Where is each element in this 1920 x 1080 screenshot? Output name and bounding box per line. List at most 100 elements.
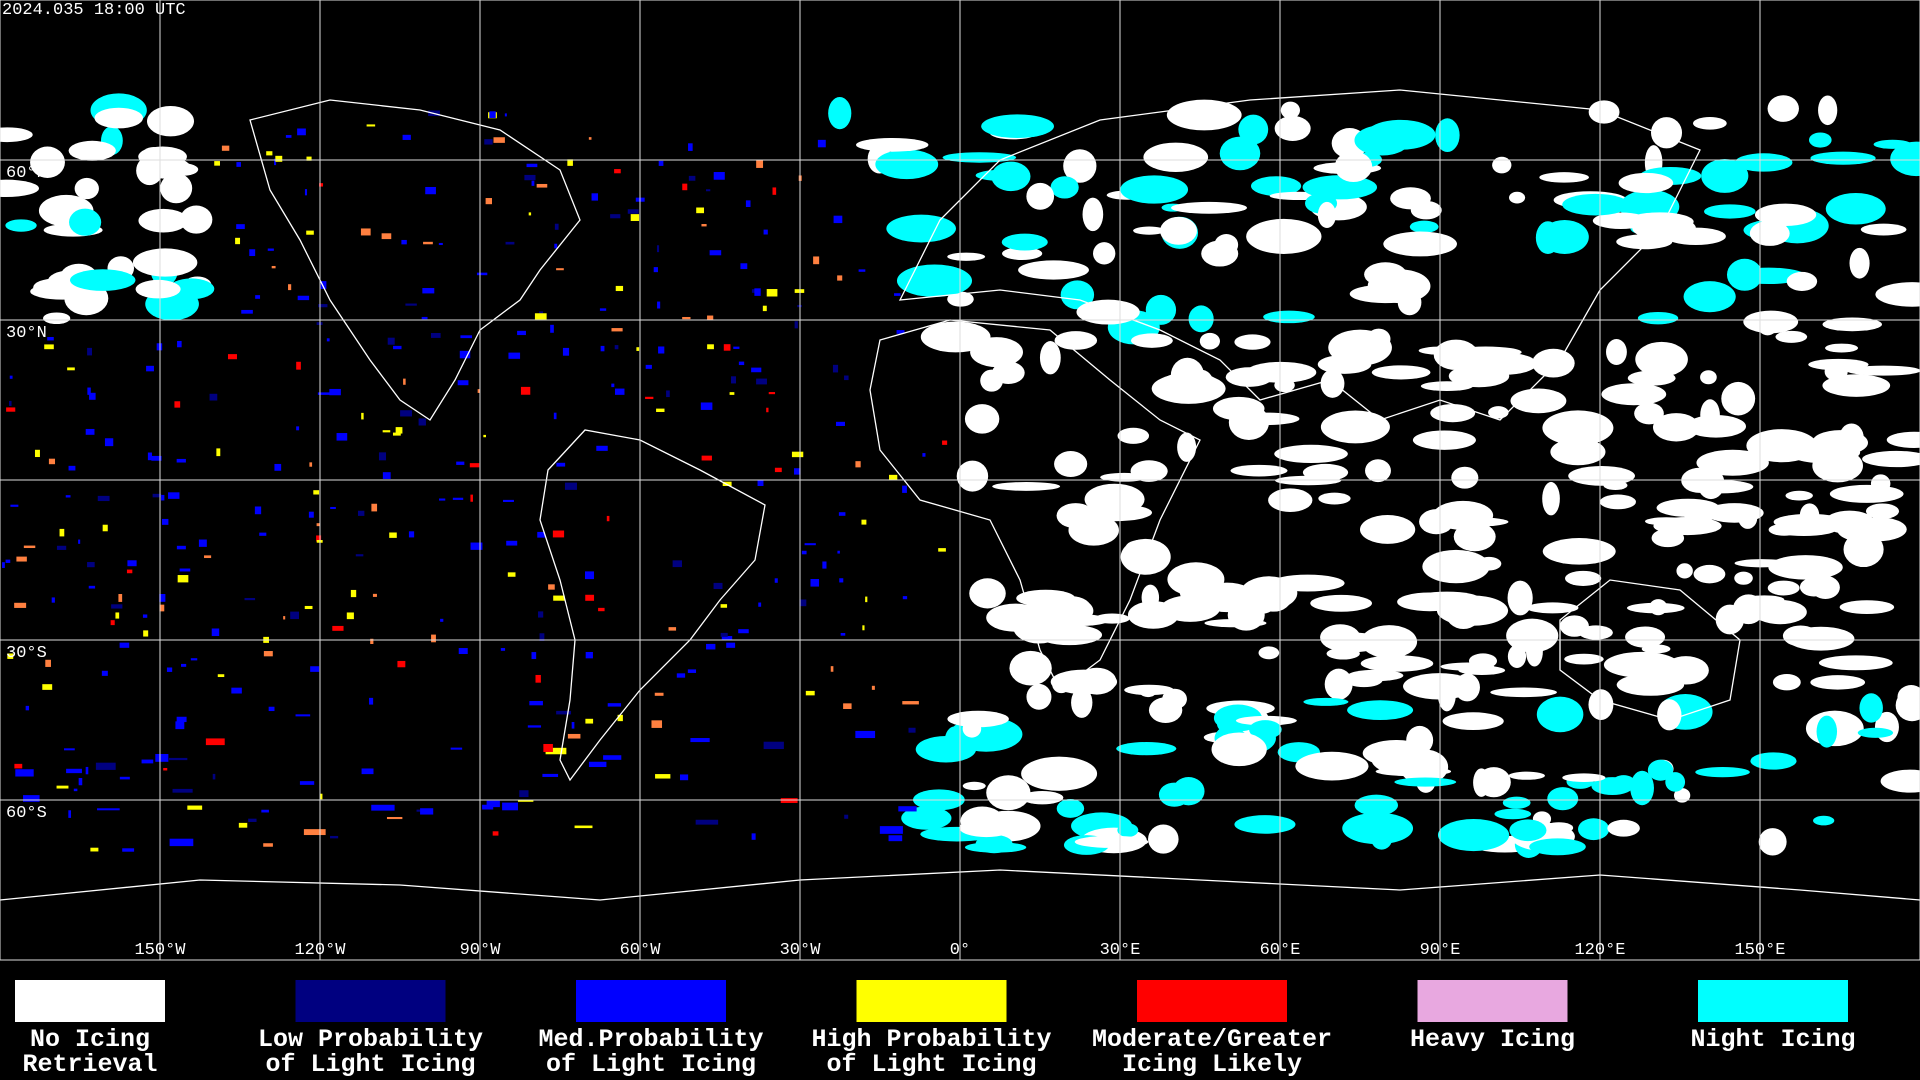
latitude-label: 30°S [6, 644, 47, 663]
icing-speck [156, 343, 163, 351]
icing-speck [902, 596, 908, 600]
icing-speck [529, 700, 543, 706]
cloud [1187, 369, 1214, 397]
icing-speck [908, 727, 916, 733]
icing-speck [536, 183, 548, 188]
icing-speck [733, 346, 740, 349]
icing-speck [416, 809, 424, 812]
icing-speck [425, 186, 436, 195]
icing-speck [813, 256, 820, 265]
icing-speck [567, 159, 573, 166]
cloud [992, 361, 1025, 385]
icing-speck [894, 293, 901, 296]
icing-speck [190, 658, 198, 661]
cloud [5, 219, 37, 232]
cloud [1540, 219, 1589, 254]
icing-speck [627, 209, 639, 214]
longitude-label: 120°E [1574, 941, 1625, 960]
icing-speck [231, 687, 242, 694]
icing-speck [227, 354, 237, 360]
cloud [1120, 175, 1189, 204]
cloud [1360, 625, 1418, 659]
icing-speck [169, 838, 194, 847]
cloud [43, 312, 71, 325]
icing-speck [430, 333, 441, 338]
icing-speck [865, 596, 868, 603]
icing-speck [740, 263, 748, 270]
icing-speck [211, 628, 220, 637]
icing-speck [274, 158, 277, 166]
icing-speck [837, 550, 840, 554]
icing-speck [439, 498, 446, 501]
cloud [1232, 412, 1300, 426]
icing-speck [423, 241, 433, 245]
icing-speck [9, 375, 13, 379]
icing-speck [296, 426, 300, 431]
cloud [1082, 197, 1104, 232]
icing-speck [14, 763, 23, 769]
cloud [1649, 599, 1668, 616]
icing-speck [67, 367, 75, 371]
icing-speck [431, 634, 436, 643]
icing-speck [614, 169, 621, 174]
cloud [1578, 625, 1613, 640]
cloud [1188, 305, 1214, 333]
icing-speck [504, 113, 507, 117]
icing-speck [317, 392, 330, 395]
cloud [1447, 517, 1509, 527]
cloud [1890, 141, 1920, 177]
icing-speck [486, 800, 500, 808]
cloud [1422, 549, 1490, 584]
cloud [1234, 815, 1296, 834]
icing-speck [308, 511, 314, 518]
icing-speck [738, 629, 749, 634]
icing-speck [371, 503, 378, 512]
cloud [1846, 365, 1920, 376]
cloud [1662, 656, 1709, 685]
cloud [1258, 646, 1280, 660]
cloud [1238, 114, 1269, 145]
longitude-label: 0° [950, 941, 970, 960]
cloud [1026, 182, 1055, 210]
cloud [1506, 618, 1559, 653]
cloud [1700, 399, 1720, 431]
cloud [1158, 782, 1190, 807]
icing-speck [656, 245, 660, 253]
icing-speck [630, 214, 640, 221]
cloud [1071, 687, 1093, 718]
icing-speck [567, 733, 581, 739]
icing-speck [88, 585, 96, 589]
cloud [1320, 369, 1345, 398]
legend-swatch [856, 980, 1007, 1022]
icing-speck [89, 392, 96, 400]
icing-speck [172, 788, 193, 793]
icing-speck [772, 187, 777, 195]
icing-speck [143, 630, 149, 637]
icing-speck [68, 810, 72, 818]
cloud [1383, 231, 1457, 257]
icing-speck [858, 269, 866, 272]
icing-speck [554, 243, 558, 249]
icing-speck [249, 249, 256, 257]
icing-speck [527, 725, 542, 728]
icing-speck [68, 465, 76, 471]
cloud [1274, 378, 1295, 393]
icing-speck [763, 229, 768, 235]
cloud [1550, 438, 1606, 466]
cloud [1603, 651, 1680, 678]
icing-speck [389, 532, 397, 538]
icing-speck [85, 428, 95, 435]
cloud [1490, 687, 1557, 698]
cloud [1652, 413, 1700, 442]
icing-speck [350, 589, 357, 598]
icing-speck [65, 495, 71, 498]
cloud [1665, 772, 1686, 792]
icing-speck [535, 674, 541, 683]
icing-speck [780, 798, 798, 803]
cloud [1054, 331, 1098, 350]
cloud [1754, 203, 1817, 226]
icing-speck [706, 189, 711, 192]
icing-speck [263, 843, 273, 847]
icing-speck [588, 761, 607, 768]
